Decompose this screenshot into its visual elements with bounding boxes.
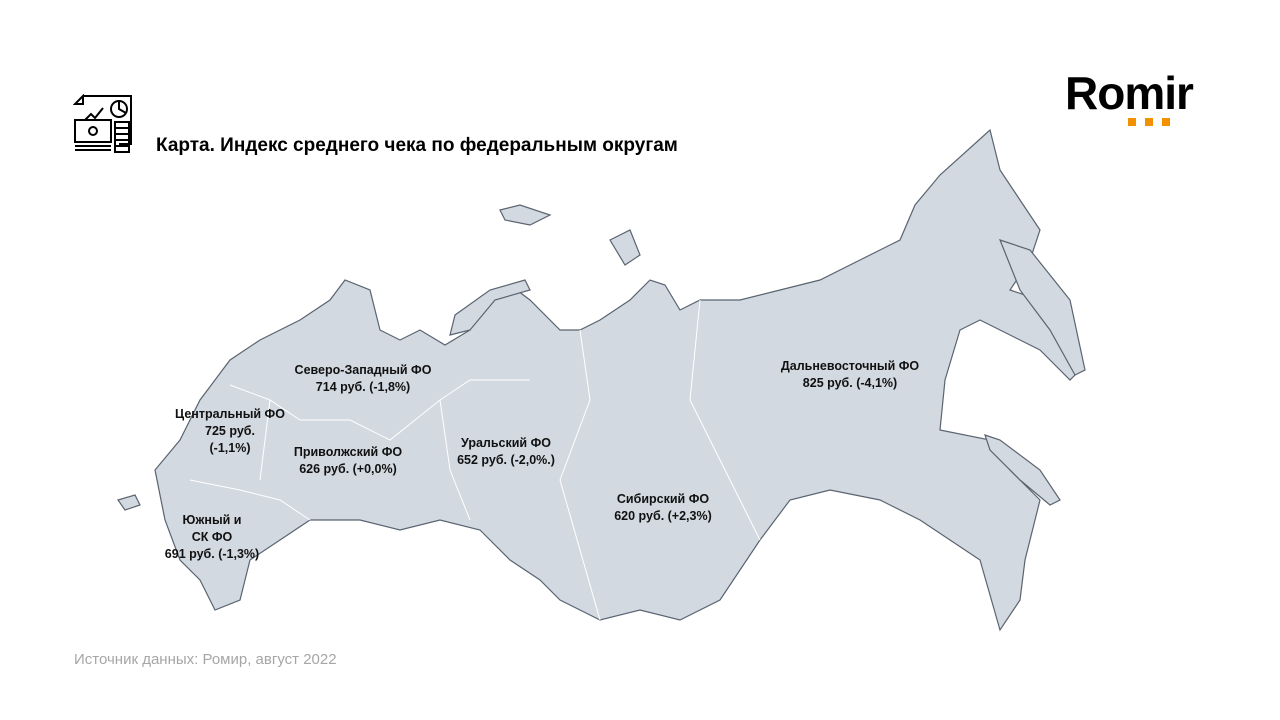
region-name: Северо-Западный ФО: [294, 363, 432, 377]
region-name: Южный и: [182, 513, 242, 527]
district-border: [259, 399, 271, 481]
region-name-line2: СК ФО: [191, 530, 233, 544]
region-name: Сибирский ФО: [616, 492, 710, 506]
label-volga: Приволжский ФО 626 руб. (+0,0%): [294, 444, 402, 478]
franz-josef-land: [499, 204, 552, 226]
region-value: 825 руб. (-4,1%): [802, 376, 898, 390]
kamchatka: [998, 239, 1086, 376]
logo-dots: [1128, 113, 1179, 131]
region-value: 620 руб. (+2,3%): [614, 509, 712, 523]
label-siberia: Сибирский ФО 620 руб. (+2,3%): [614, 491, 712, 525]
region-name: Уральский ФО: [461, 436, 551, 450]
region-value: 626 руб. (+0,0%): [299, 462, 397, 476]
label-far-east: Дальневосточный ФО 825 руб. (-4,1%): [781, 358, 919, 392]
page-title: Карта. Индекс среднего чека по федеральн…: [156, 135, 678, 156]
region-value: 714 руб. (-1,8%): [315, 380, 411, 394]
region-value: 652 руб. (-2,0%.): [457, 453, 555, 467]
label-south: Южный и СК ФО 691 руб. (-1,3%): [165, 512, 259, 563]
district-border: [559, 329, 601, 621]
district-border: [439, 399, 471, 521]
district-border: [229, 379, 530, 441]
romir-logo: Romir: [1065, 67, 1194, 119]
data-source: Источник данных: Ромир, август 2022: [74, 651, 337, 668]
label-northwest: Северо-Западный ФО 714 руб. (-1,8%): [295, 362, 432, 396]
label-ural: Уральский ФО 652 руб. (-2,0%.): [457, 435, 555, 469]
region-value: 691 руб. (-1,3%): [164, 547, 260, 561]
kaliningrad: [117, 494, 141, 511]
region-name: Дальневосточный ФО: [780, 359, 920, 373]
region-change: (-1,1%): [209, 441, 251, 455]
region-value: 725 руб.: [205, 424, 255, 438]
novaya-zemlya: [449, 279, 531, 336]
label-central: Центральный ФО 725 руб. (-1,1%): [175, 406, 285, 457]
finance-report-icon: [73, 94, 132, 153]
region-name: Центральный ФО: [175, 407, 285, 421]
region-name: Приволжский ФО: [293, 445, 403, 459]
sakhalin: [984, 434, 1061, 506]
district-border: [189, 479, 311, 521]
district-border: [689, 299, 761, 541]
severnaya-zemlya: [609, 229, 641, 266]
